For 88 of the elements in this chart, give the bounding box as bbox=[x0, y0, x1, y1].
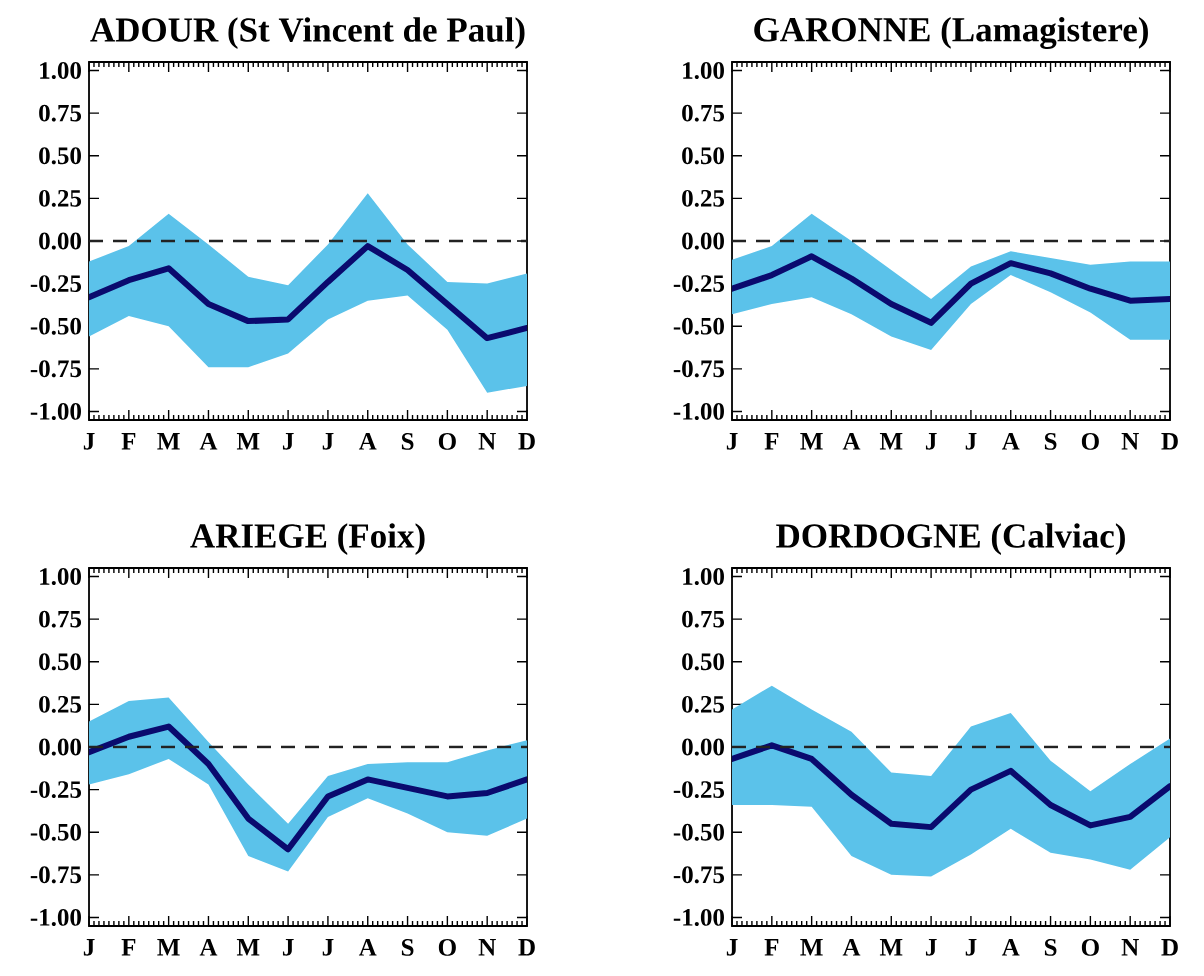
y-tick-label: 0.00 bbox=[682, 738, 724, 756]
y-tick-label: 0.00 bbox=[682, 232, 724, 250]
x-tick-label: M bbox=[236, 433, 260, 450]
y-tick-label: -0.25 bbox=[673, 275, 725, 293]
y-tick-label: 0.25 bbox=[39, 695, 82, 713]
chart-title: ADOUR (St Vincent de Paul) bbox=[90, 17, 525, 49]
y-tick-label: 0.50 bbox=[682, 147, 724, 165]
y-tick-label: -1.00 bbox=[30, 908, 81, 926]
x-tick-label: S bbox=[401, 433, 414, 450]
y-tick-label: 1.00 bbox=[683, 62, 724, 79]
x-tick-label: J bbox=[726, 433, 738, 450]
y-tick-label: -1.00 bbox=[30, 402, 81, 420]
x-tick-label: M bbox=[879, 433, 903, 450]
x-tick-label: J bbox=[925, 433, 937, 450]
x-tick-label: N bbox=[1121, 939, 1139, 956]
y-tick-label: -0.50 bbox=[673, 823, 724, 841]
x-tick-label: A bbox=[358, 939, 377, 956]
x-tick-label: O bbox=[1081, 433, 1099, 450]
y-tick-label: -0.75 bbox=[673, 866, 725, 884]
x-tick-label: O bbox=[1081, 939, 1099, 956]
chart-title: ARIEGE (Foix) bbox=[190, 523, 425, 555]
y-tick-label: 0.50 bbox=[682, 653, 724, 671]
x-tick-label: M bbox=[800, 433, 823, 450]
y-tick-label: 0.00 bbox=[39, 738, 81, 756]
y-tick-label: 0.50 bbox=[39, 147, 81, 165]
y-tick-label: -0.75 bbox=[30, 866, 82, 884]
x-tick-label: D bbox=[518, 433, 535, 450]
x-tick-label: J bbox=[282, 433, 294, 450]
x-tick-label: F bbox=[764, 433, 779, 450]
x-tick-label: J bbox=[322, 433, 334, 450]
y-tick-label: 0.25 bbox=[682, 189, 725, 207]
y-tick-label: 0.75 bbox=[39, 104, 82, 122]
y-tick-label: 0.25 bbox=[682, 695, 725, 713]
y-tick-label: -0.75 bbox=[30, 360, 82, 378]
x-tick-label: F bbox=[121, 939, 136, 956]
chart-title: DORDOGNE (Calviac) bbox=[776, 523, 1125, 555]
x-tick-label: D bbox=[518, 939, 535, 956]
y-tick-label: 0.50 bbox=[39, 653, 81, 671]
x-tick-label: J bbox=[965, 939, 977, 956]
y-tick-label: -0.25 bbox=[673, 781, 725, 799]
y-tick-label: -1.00 bbox=[673, 908, 724, 926]
x-tick-label: M bbox=[879, 939, 903, 956]
y-tick-label: -0.50 bbox=[673, 317, 724, 335]
y-tick-label: 0.75 bbox=[39, 610, 82, 628]
y-tick-label: 0.75 bbox=[682, 104, 725, 122]
x-tick-label: J bbox=[83, 433, 95, 450]
x-tick-label: S bbox=[1044, 939, 1057, 956]
x-tick-label: J bbox=[965, 433, 977, 450]
x-tick-label: M bbox=[236, 939, 260, 956]
y-tick-label: -0.50 bbox=[30, 823, 81, 841]
x-tick-label: J bbox=[925, 939, 937, 956]
x-tick-label: F bbox=[121, 433, 136, 450]
y-tick-label: 1.00 bbox=[683, 568, 724, 586]
x-tick-label: M bbox=[157, 939, 180, 956]
x-tick-label: J bbox=[83, 939, 95, 956]
y-tick-label: -0.25 bbox=[30, 275, 82, 293]
x-tick-label: A bbox=[199, 433, 218, 450]
y-tick-label: 1.00 bbox=[40, 568, 81, 586]
x-tick-label: N bbox=[478, 939, 496, 956]
y-tick-label: -0.25 bbox=[30, 781, 82, 799]
y-tick-label: -0.50 bbox=[30, 317, 81, 335]
x-tick-label: N bbox=[478, 433, 496, 450]
y-tick-label: 0.75 bbox=[682, 610, 725, 628]
x-tick-label: D bbox=[1161, 433, 1178, 450]
x-tick-label: D bbox=[1161, 939, 1178, 956]
x-tick-label: A bbox=[1001, 939, 1020, 956]
x-tick-label: J bbox=[322, 939, 334, 956]
x-tick-label: A bbox=[1001, 433, 1020, 450]
x-tick-label: O bbox=[438, 433, 456, 450]
chart-title: GARONNE (Lamagistere) bbox=[754, 16, 1148, 49]
x-tick-label: S bbox=[401, 939, 414, 956]
x-tick-label: A bbox=[842, 939, 861, 956]
x-tick-label: M bbox=[157, 433, 180, 450]
x-tick-label: A bbox=[842, 433, 861, 450]
x-tick-label: F bbox=[764, 939, 779, 956]
x-tick-label: A bbox=[358, 433, 377, 450]
x-tick-label: J bbox=[726, 939, 738, 956]
y-tick-label: -1.00 bbox=[673, 402, 724, 420]
y-tick-label: 1.00 bbox=[40, 62, 81, 79]
y-tick-label: 0.00 bbox=[39, 232, 81, 250]
x-tick-label: S bbox=[1044, 433, 1057, 450]
y-tick-label: 0.25 bbox=[39, 189, 82, 207]
x-tick-label: M bbox=[800, 939, 823, 956]
x-tick-label: A bbox=[199, 939, 218, 956]
x-tick-label: N bbox=[1121, 433, 1139, 450]
y-tick-label: -0.75 bbox=[673, 360, 725, 378]
x-tick-label: J bbox=[282, 939, 294, 956]
x-tick-label: O bbox=[438, 939, 456, 956]
